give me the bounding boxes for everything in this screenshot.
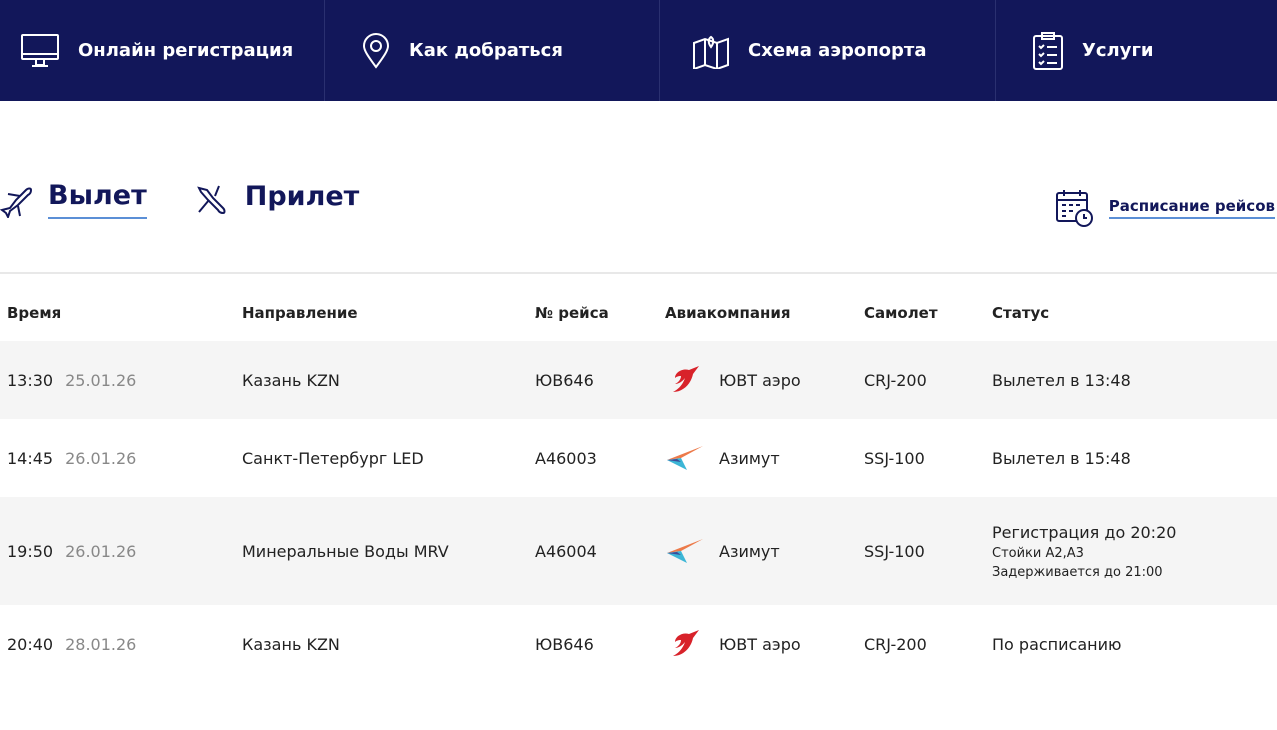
nav-label: Онлайн регистрация (78, 40, 294, 61)
header-time: Время (7, 304, 62, 322)
schedule-link-label: Расписание рейсов (1108, 197, 1275, 219)
status-cell: Вылетел в 13:48 (985, 371, 1277, 390)
airline-logo (665, 363, 705, 397)
date: 26.01.26 (65, 448, 137, 468)
table-row: 20:40 28.01.26 Казань KZN ЮВ646 ЮВТ аэро … (0, 605, 1277, 683)
aircraft: CRJ-200 (864, 370, 927, 390)
status-detail: Задерживается до 21:00 (992, 564, 1163, 580)
destination: Казань KZN (242, 370, 340, 390)
airline-cell: ЮВТ аэро (658, 627, 857, 661)
airline-name: ЮВТ аэро (719, 370, 801, 390)
header-status: Статус (992, 304, 1050, 322)
divider (0, 272, 1277, 274)
tab-label: Прилет (244, 181, 360, 212)
status: Регистрация до 20:20 (992, 522, 1177, 542)
destination: Минеральные Воды MRV (242, 541, 449, 561)
airline-cell: Азимут (658, 534, 857, 568)
azimut-logo-icon (667, 446, 703, 470)
table-row: 14:45 26.01.26 Санкт-Петербург LED А46003… (0, 419, 1277, 497)
azimut-logo-icon (667, 539, 703, 563)
location-pin-icon (362, 32, 390, 69)
calendar-clock-icon (1055, 190, 1093, 227)
aircraft: SSJ-100 (864, 541, 925, 561)
nav-online-checkin[interactable]: Онлайн регистрация (0, 0, 325, 101)
time-cell: 20:40 28.01.26 (0, 635, 235, 654)
monitor-icon (21, 33, 59, 67)
status: Вылетел в 13:48 (992, 370, 1131, 390)
header-destination: Направление (242, 304, 358, 322)
uvt-aero-logo-icon (673, 366, 699, 392)
table-row: 13:30 25.01.26 Казань KZN ЮВ646 ЮВТ аэро … (0, 341, 1277, 419)
airline-logo (665, 441, 705, 475)
nav-label: Как добраться (409, 40, 563, 61)
status-cell: Вылетел в 15:48 (985, 449, 1277, 468)
time: 19:50 (7, 541, 54, 561)
flight-number: А46004 (535, 541, 597, 561)
destination: Санкт-Петербург LED (242, 448, 424, 468)
flights-table: Время Направление № рейса Авиакомпания С… (0, 285, 1277, 683)
uvt-aero-logo-icon (673, 630, 699, 656)
time: 14:45 (7, 448, 54, 468)
date: 25.01.26 (65, 370, 137, 390)
top-nav: Онлайн регистрация Как добраться Схема а… (0, 0, 1277, 101)
table-row: 19:50 26.01.26 Минеральные Воды MRV А4600… (0, 497, 1277, 605)
table-header: Время Направление № рейса Авиакомпания С… (0, 285, 1277, 341)
time-cell: 13:30 25.01.26 (0, 371, 235, 390)
status-cell: По расписанию (985, 635, 1277, 654)
time-cell: 14:45 26.01.26 (0, 449, 235, 468)
header-aircraft: Самолет (864, 304, 938, 322)
airline-cell: Азимут (658, 441, 857, 475)
date: 26.01.26 (65, 541, 137, 561)
date: 28.01.26 (65, 634, 137, 654)
plane-arrival-icon (196, 185, 226, 214)
status: Вылетел в 15:48 (992, 448, 1131, 468)
clipboard-icon (1033, 31, 1063, 70)
tab-departures[interactable]: Вылет (0, 180, 147, 219)
header-airline: Авиакомпания (665, 304, 791, 322)
destination: Казань KZN (242, 634, 340, 654)
schedule-link[interactable]: Расписание рейсов (1055, 188, 1275, 228)
time: 13:30 (7, 370, 54, 390)
map-icon (693, 35, 729, 69)
airline-cell: ЮВТ аэро (658, 363, 857, 397)
flight-number: ЮВ646 (535, 370, 594, 390)
nav-directions[interactable]: Как добраться (325, 0, 660, 101)
time-cell: 19:50 26.01.26 (0, 542, 235, 561)
tab-label: Вылет (48, 180, 147, 219)
nav-label: Схема аэропорта (748, 40, 927, 61)
time: 20:40 (7, 634, 54, 654)
airline-logo (665, 627, 705, 661)
plane-departure-icon (0, 187, 33, 218)
status-cell: Регистрация до 20:20 Стойки А2,А3 Задержив… (985, 523, 1277, 580)
airline-name: Азимут (719, 448, 780, 468)
nav-airport-map[interactable]: Схема аэропорта (660, 0, 996, 101)
airline-logo (665, 534, 705, 568)
nav-label: Услуги (1082, 40, 1154, 61)
header-flight: № рейса (535, 304, 609, 322)
aircraft: CRJ-200 (864, 634, 927, 654)
flight-number: ЮВ646 (535, 634, 594, 654)
airline-name: ЮВТ аэро (719, 634, 801, 654)
flight-number: А46003 (535, 448, 597, 468)
nav-services[interactable]: Услуги (996, 0, 1277, 101)
aircraft: SSJ-100 (864, 448, 925, 468)
status: По расписанию (992, 634, 1122, 654)
status-detail: Стойки А2,А3 (992, 545, 1084, 561)
airline-name: Азимут (719, 541, 780, 561)
tab-arrivals[interactable]: Прилет (193, 181, 360, 218)
